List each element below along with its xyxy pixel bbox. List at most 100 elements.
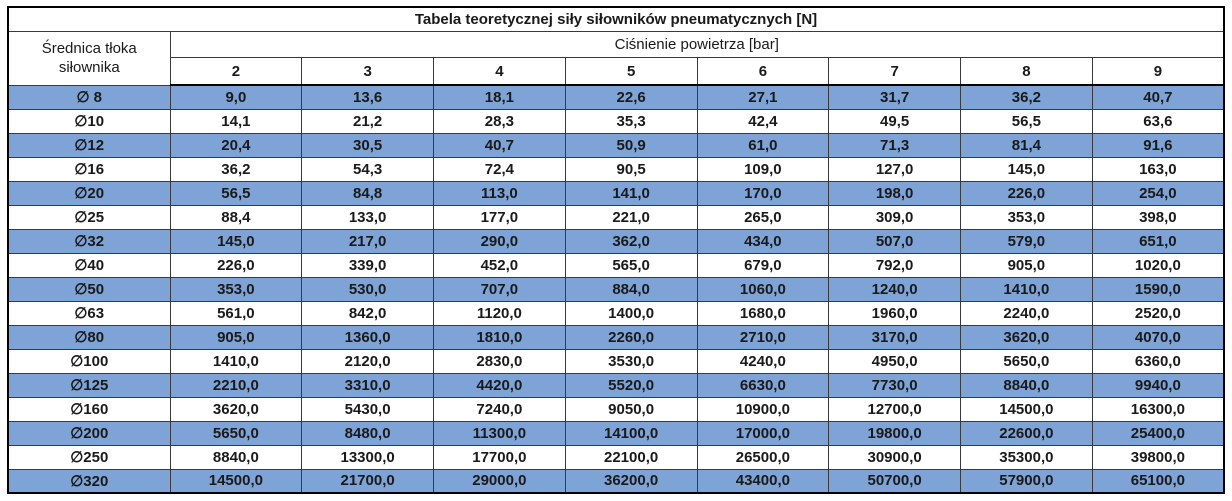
table-row: ∅20 56,5 84,8 113,0 141,0 170,0 198,0 226,0 254,… (7, 180, 1225, 206)
force-value-cell: 679,0 (696, 252, 830, 278)
force-value-cell: 4950,0 (828, 348, 961, 374)
group-header-row: Średnica tłoka siłownika Ciśnienie powie… (7, 31, 1225, 86)
force-value-cell: 170,0 (696, 180, 830, 206)
force-value-cell: 565,0 (564, 252, 698, 278)
force-value-cell: 2240,0 (960, 300, 1093, 326)
pneumatic-force-table: Tabela teoretycznej siły siłowników pneu… (7, 6, 1225, 494)
force-value-cell: 29000,0 (433, 468, 566, 494)
table-body: ∅ 8 9,0 13,6 18,1 22,6 27,1 31,7 36,2 40,7 ∅10 14,… (7, 84, 1225, 494)
force-value-cell: 5520,0 (564, 372, 698, 398)
table-row: ∅10 14,1 21,2 28,3 35,3 42,4 49,5 56,5 63,6 (7, 108, 1225, 134)
force-value-cell: 49,5 (828, 108, 961, 134)
diameter-cell: ∅63 (7, 300, 171, 326)
force-value-cell: 20,4 (169, 132, 303, 158)
force-value-cell: 90,5 (564, 156, 698, 182)
table-row: ∅16 36,2 54,3 72,4 90,5 109,0 127,0 145,0 163,0 (7, 156, 1225, 182)
pressure-col-header: 3 (301, 57, 434, 86)
force-value-cell: 22100,0 (564, 444, 698, 470)
force-value-cell: 3620,0 (960, 324, 1093, 350)
force-value-cell: 4240,0 (696, 348, 830, 374)
force-value-cell: 14,1 (169, 108, 303, 134)
force-value-cell: 42,4 (696, 108, 830, 134)
force-value-cell: 3170,0 (828, 324, 961, 350)
force-value-cell: 5430,0 (301, 396, 434, 422)
table-row: ∅320 14500,0 21700,0 29000,0 36200,0 43400,0 5… (7, 468, 1225, 494)
force-value-cell: 18,1 (433, 84, 566, 110)
force-value-cell: 9,0 (169, 84, 303, 110)
diameter-cell: ∅250 (7, 444, 171, 470)
force-value-cell: 2520,0 (1091, 300, 1225, 326)
force-value-cell: 6360,0 (1091, 348, 1225, 374)
force-value-cell: 651,0 (1091, 228, 1225, 254)
table-row: ∅250 8840,0 13300,0 17700,0 22100,0 26500,0 30… (7, 444, 1225, 470)
force-value-cell: 217,0 (301, 228, 434, 254)
force-value-cell: 25400,0 (1091, 420, 1225, 446)
force-value-cell: 145,0 (169, 228, 303, 254)
force-value-cell: 61,0 (696, 132, 830, 158)
force-value-cell: 21,2 (301, 108, 434, 134)
force-value-cell: 362,0 (564, 228, 698, 254)
force-value-cell: 26500,0 (696, 444, 830, 470)
table-row: ∅160 3620,0 5430,0 7240,0 9050,0 10900,0 12700… (7, 396, 1225, 422)
force-value-cell: 17000,0 (696, 420, 830, 446)
force-value-cell: 1360,0 (301, 324, 434, 350)
force-value-cell: 226,0 (169, 252, 303, 278)
force-value-cell: 5650,0 (960, 348, 1093, 374)
force-value-cell: 40,7 (433, 132, 566, 158)
force-value-cell: 10900,0 (696, 396, 830, 422)
force-value-cell: 309,0 (828, 204, 961, 230)
force-value-cell: 1020,0 (1091, 252, 1225, 278)
force-value-cell: 13,6 (301, 84, 434, 110)
force-value-cell: 19800,0 (828, 420, 961, 446)
force-value-cell: 226,0 (960, 180, 1093, 206)
force-value-cell: 14500,0 (960, 396, 1093, 422)
force-value-cell: 35,3 (564, 108, 698, 134)
diameter-cell: ∅160 (7, 396, 171, 422)
force-value-cell: 113,0 (433, 180, 566, 206)
force-value-cell: 91,6 (1091, 132, 1225, 158)
diameter-cell: ∅25 (7, 204, 171, 230)
force-value-cell: 842,0 (301, 300, 434, 326)
force-value-cell: 8480,0 (301, 420, 434, 446)
table-row: ∅200 5650,0 8480,0 11300,0 14100,0 17000,0 198… (7, 420, 1225, 446)
force-value-cell: 221,0 (564, 204, 698, 230)
force-value-cell: 163,0 (1091, 156, 1225, 182)
force-value-cell: 127,0 (828, 156, 961, 182)
force-value-cell: 1960,0 (828, 300, 961, 326)
force-value-cell: 88,4 (169, 204, 303, 230)
force-value-cell: 198,0 (828, 180, 961, 206)
force-value-cell: 141,0 (564, 180, 698, 206)
title-row: Tabela teoretycznej siły siłowników pneu… (7, 6, 1225, 32)
force-value-cell: 905,0 (960, 252, 1093, 278)
force-value-cell: 4070,0 (1091, 324, 1225, 350)
force-value-cell: 339,0 (301, 252, 434, 278)
diameter-cell: ∅32 (7, 228, 171, 254)
pressure-col-header: 7 (828, 57, 961, 86)
diameter-cell: ∅200 (7, 420, 171, 446)
force-value-cell: 14100,0 (564, 420, 698, 446)
force-value-cell: 22,6 (564, 84, 698, 110)
force-value-cell: 16300,0 (1091, 396, 1225, 422)
force-value-cell: 81,4 (960, 132, 1093, 158)
force-value-cell: 3530,0 (564, 348, 698, 374)
force-value-cell: 452,0 (433, 252, 566, 278)
pressure-col-header: 9 (1091, 57, 1225, 86)
pressure-col-header: 6 (696, 57, 830, 86)
force-value-cell: 707,0 (433, 276, 566, 302)
force-value-cell: 50,9 (564, 132, 698, 158)
force-value-cell: 434,0 (696, 228, 830, 254)
table-row: ∅ 8 9,0 13,6 18,1 22,6 27,1 31,7 36,2 40,7 (7, 84, 1225, 110)
force-value-cell: 1680,0 (696, 300, 830, 326)
force-value-cell: 57900,0 (960, 468, 1093, 494)
diameter-cell: ∅100 (7, 348, 171, 374)
force-value-cell: 30900,0 (828, 444, 961, 470)
force-value-cell: 1410,0 (169, 348, 303, 374)
force-value-cell: 12700,0 (828, 396, 961, 422)
force-value-cell: 72,4 (433, 156, 566, 182)
force-value-cell: 1060,0 (696, 276, 830, 302)
force-value-cell: 3310,0 (301, 372, 434, 398)
force-value-cell: 71,3 (828, 132, 961, 158)
force-value-cell: 353,0 (960, 204, 1093, 230)
force-value-cell: 36,2 (169, 156, 303, 182)
